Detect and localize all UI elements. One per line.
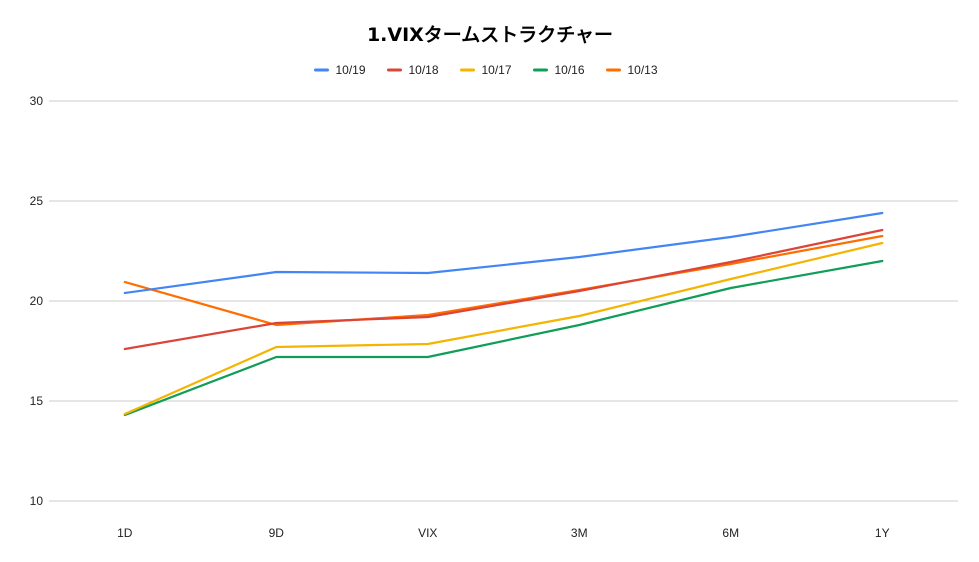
series-line-10-16	[123, 259, 884, 417]
legend: 10/19 10/18 10/17 10/16 10/13	[314, 63, 658, 77]
legend-label: 10/19	[336, 63, 366, 77]
x-tick-label: 3M	[571, 526, 588, 540]
y-tick-label: 30	[30, 94, 44, 108]
legend-item[interactable]: 10/18	[387, 63, 439, 77]
y-tick-label: 10	[30, 494, 44, 508]
legend-label: 10/13	[628, 63, 658, 77]
series-line-10-13	[123, 234, 884, 327]
x-tick-label: 9D	[269, 526, 285, 540]
legend-label: 10/18	[409, 63, 439, 77]
series-layer	[123, 211, 884, 417]
y-tick-label: 25	[30, 194, 44, 208]
x-axis: 1D 9D VIX 3M 6M 1Y	[117, 526, 890, 540]
gridlines	[49, 100, 958, 502]
legend-item[interactable]: 10/13	[606, 63, 658, 77]
chart-title: 1.VIXタームストラクチャー	[367, 24, 613, 46]
legend-item[interactable]: 10/16	[533, 63, 585, 77]
x-tick-label: 6M	[722, 526, 739, 540]
y-tick-label: 15	[30, 394, 44, 408]
legend-item[interactable]: 10/19	[314, 63, 366, 77]
x-tick-label: 1Y	[875, 526, 890, 540]
series-line-10-19	[123, 211, 884, 295]
x-tick-label: 1D	[117, 526, 133, 540]
legend-item[interactable]: 10/17	[460, 63, 512, 77]
series-line-10-17	[123, 241, 884, 416]
series-line-10-18	[123, 228, 884, 351]
y-tick-label: 20	[30, 294, 44, 308]
legend-label: 10/17	[482, 63, 512, 77]
legend-label: 10/16	[555, 63, 585, 77]
y-axis: 10 15 20 25 30	[30, 94, 44, 508]
x-tick-label: VIX	[418, 526, 437, 540]
